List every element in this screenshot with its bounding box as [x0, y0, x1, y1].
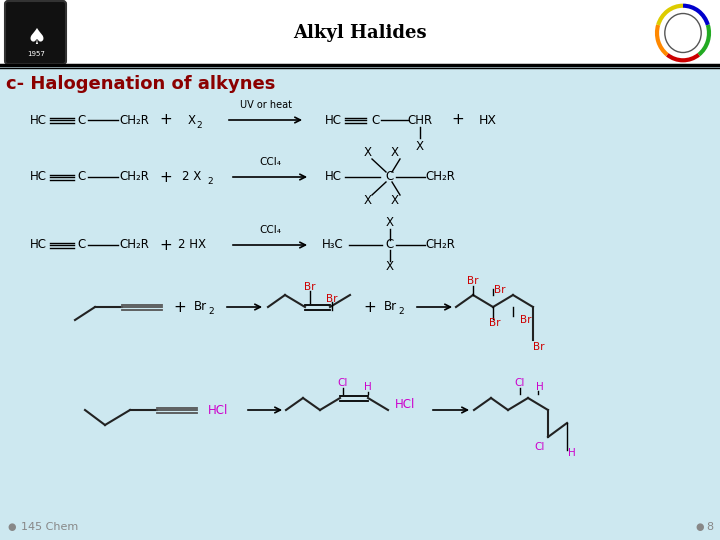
Text: Br: Br [384, 300, 397, 314]
Text: +: + [451, 112, 464, 127]
Text: H: H [364, 382, 372, 392]
Text: ●: ● [8, 522, 17, 532]
Text: c- Halogenation of alkynes: c- Halogenation of alkynes [6, 75, 275, 93]
Text: HC: HC [325, 113, 341, 126]
Text: 2: 2 [196, 120, 202, 130]
Text: CH₂R: CH₂R [425, 239, 455, 252]
Text: X: X [416, 140, 424, 153]
Text: 2 HX: 2 HX [178, 239, 206, 252]
Text: HCl: HCl [208, 403, 228, 416]
Text: +: + [364, 300, 377, 314]
Text: H: H [536, 382, 544, 392]
Text: +: + [160, 170, 172, 185]
Text: C: C [371, 113, 379, 126]
Text: +: + [160, 112, 172, 127]
Text: 2: 2 [207, 178, 213, 186]
Text: Br: Br [326, 294, 338, 304]
Text: X: X [386, 217, 394, 230]
Bar [0, 0, 720, 65]
Text: CCl₄: CCl₄ [259, 157, 281, 167]
Text: 145 Chem: 145 Chem [22, 522, 78, 532]
FancyBboxPatch shape [5, 1, 66, 64]
Text: 2 X: 2 X [182, 171, 202, 184]
Text: +: + [160, 238, 172, 253]
Text: CH₂R: CH₂R [425, 171, 455, 184]
Text: X: X [364, 194, 372, 207]
Text: C: C [78, 171, 86, 184]
Text: H: H [568, 448, 576, 458]
Text: 2: 2 [398, 307, 404, 316]
Text: ●: ● [696, 522, 704, 532]
Text: HX: HX [479, 113, 497, 126]
Text: Br: Br [521, 315, 532, 325]
Text: CCl₄: CCl₄ [259, 225, 281, 235]
Text: Alkyl Halides: Alkyl Halides [293, 24, 427, 42]
Text: 8: 8 [706, 522, 714, 532]
Text: X: X [386, 260, 394, 273]
Text: Cl: Cl [515, 378, 525, 388]
Text: C: C [78, 239, 86, 252]
Text: 1957: 1957 [27, 51, 45, 57]
Text: 2: 2 [208, 307, 214, 316]
Text: Br: Br [194, 300, 207, 314]
Text: CHR: CHR [408, 113, 433, 126]
Text: H₃C: H₃C [322, 239, 344, 252]
Text: +: + [174, 300, 186, 314]
Text: C: C [78, 113, 86, 126]
Text: C: C [386, 171, 394, 184]
Text: HC: HC [325, 171, 341, 184]
Text: HC: HC [30, 239, 47, 252]
Text: X: X [188, 113, 196, 126]
Text: ♠: ♠ [26, 28, 46, 48]
Text: Br: Br [305, 282, 316, 292]
Text: CH₂R: CH₂R [119, 171, 149, 184]
Text: X: X [364, 146, 372, 159]
Text: X: X [391, 146, 399, 159]
Text: HCl: HCl [395, 399, 415, 411]
Text: Cl: Cl [338, 378, 348, 388]
Text: X: X [391, 194, 399, 207]
Text: CH₂R: CH₂R [119, 113, 149, 126]
Text: Br: Br [494, 285, 505, 295]
Text: HC: HC [30, 171, 47, 184]
Text: HC: HC [30, 113, 47, 126]
Text: CH₂R: CH₂R [119, 239, 149, 252]
Text: UV or heat: UV or heat [240, 100, 292, 110]
Text: Br: Br [490, 318, 500, 328]
Text: Br: Br [534, 342, 545, 352]
Text: Cl: Cl [535, 442, 545, 452]
Text: C: C [386, 239, 394, 252]
Text: Br: Br [467, 276, 479, 286]
